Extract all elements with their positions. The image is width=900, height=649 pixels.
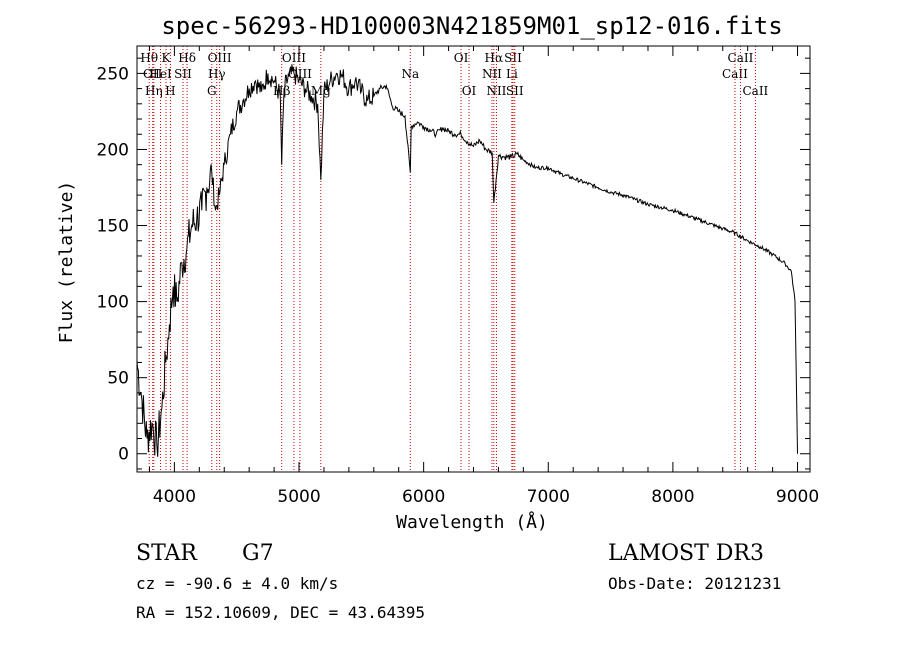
- observation-date: Obs-Date: 20121231: [608, 574, 781, 593]
- x-tick-label: 4000: [153, 487, 196, 507]
- line-marker-label: OI: [462, 84, 477, 98]
- survey-name: LAMOST DR3: [608, 541, 764, 566]
- line-marker-label: Hα: [485, 51, 504, 65]
- line-marker-label: OI: [454, 51, 469, 65]
- line-marker-label: CaII: [722, 67, 748, 81]
- y-tick-label: 200: [97, 140, 129, 160]
- line-marker-label: G: [207, 84, 217, 98]
- x-tick-label: 8000: [651, 487, 694, 507]
- plot-frame: [136, 45, 811, 473]
- y-axis: 0 50 100 150 200 250: [97, 57, 810, 470]
- flux-series-line: [136, 64, 798, 457]
- line-marker-label: SII: [506, 84, 524, 98]
- redshift-info: cz = -90.6 ± 4.0 km/s: [136, 574, 338, 593]
- x-tick-label: 9000: [776, 487, 819, 507]
- y-axis-label: Flux (relative): [56, 181, 77, 344]
- object-subclass: G7: [242, 541, 274, 566]
- line-marker-label: OIII: [282, 51, 306, 65]
- line-marker-label: Hθ: [140, 51, 158, 65]
- coordinates: RA = 152.10609, DEC = 43.64395: [136, 603, 425, 622]
- line-marker-label: Hδ: [178, 51, 196, 65]
- line-marker-label: OII: [143, 67, 163, 81]
- line-marker-label: HeI: [149, 67, 172, 81]
- chart-title: spec-56293-HD100003N421859M01_sp12-016.f…: [161, 12, 782, 40]
- y-tick-label: 100: [97, 293, 129, 313]
- line-marker-label: K: [162, 51, 172, 65]
- object-class: STAR: [136, 541, 198, 566]
- line-marker-label: SII: [174, 67, 192, 81]
- line-marker-label: CaII: [742, 84, 768, 98]
- line-marker-label: NII: [486, 84, 506, 98]
- spectral-line-markers: HθOIIHηHeIKHSIIHδGHγOIIIHβOIIIOIIIMgNaOI…: [140, 46, 769, 472]
- line-marker-label: Hγ: [208, 67, 226, 81]
- line-marker-label: OIII: [208, 51, 232, 65]
- line-marker-label: Li: [506, 67, 518, 81]
- x-tick-label: 5000: [277, 487, 320, 507]
- x-tick-label: 7000: [527, 487, 570, 507]
- x-axis-label: Wavelength (Å): [396, 511, 548, 533]
- x-axis: 4000 5000 6000 7000 8000 9000: [148, 46, 819, 507]
- line-marker-label: Hη: [145, 84, 163, 98]
- y-tick-label: 250: [97, 64, 129, 84]
- line-marker-label: NII: [482, 67, 502, 81]
- line-marker-label: Na: [401, 67, 419, 81]
- y-tick-label: 150: [97, 217, 129, 237]
- line-marker-label: CaII: [728, 51, 754, 65]
- y-tick-label: 0: [118, 445, 129, 465]
- y-tick-label: 50: [107, 369, 129, 389]
- line-marker-label: SII: [504, 51, 522, 65]
- line-marker-label: H: [165, 84, 175, 98]
- x-tick-label: 6000: [402, 487, 445, 507]
- line-marker-label: Hβ: [273, 84, 290, 98]
